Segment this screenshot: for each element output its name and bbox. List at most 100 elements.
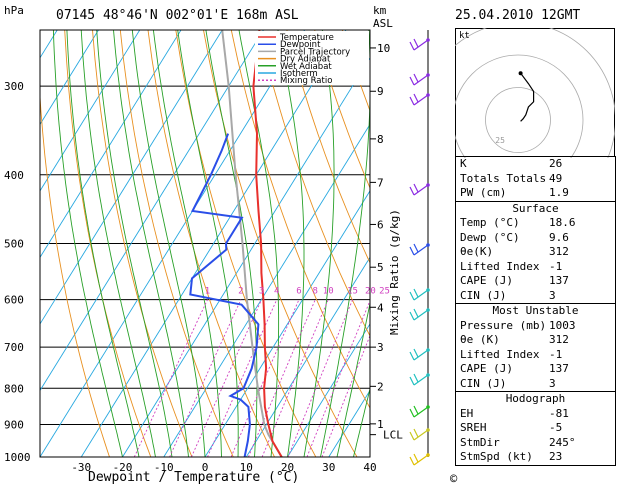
- isotherm-line: [40, 30, 223, 325]
- x-tick-label: -30: [71, 461, 91, 474]
- isotherm-line: [40, 30, 182, 259]
- x-tick-label: -20: [113, 461, 133, 474]
- pressure-tick-label: 400: [4, 169, 24, 182]
- wet-adiabat-line: [177, 30, 239, 457]
- wind-barb-flag: [409, 76, 415, 86]
- pressure-tick-label: 300: [4, 80, 24, 93]
- most-unstable-row-value: 1003: [549, 318, 576, 332]
- wind-barb-flag: [409, 291, 415, 301]
- lcl-label: LCL: [383, 429, 403, 442]
- surface-row: Temp (°C) 18.6: [456, 216, 615, 231]
- legend-entry: Wet Adiabat: [280, 62, 332, 72]
- surface-row: CIN (J) 3: [456, 289, 615, 304]
- wind-barb-shaft: [413, 184, 429, 196]
- x-axis-label: Dewpoint / Temperature (°C): [88, 470, 300, 485]
- x-tick-label: -10: [154, 461, 174, 474]
- most-unstable-row: CAPE (J) 137: [456, 362, 615, 377]
- wet-adiabat-line: [336, 301, 370, 457]
- dewpoint-line: [189, 133, 260, 457]
- mixing-ratio-tick-label: 4: [274, 287, 279, 297]
- profiles: [189, 30, 283, 457]
- legend-entry: Dewpoint: [280, 40, 321, 50]
- surface-row: Lifted Index -1: [456, 260, 615, 275]
- isotherm-line: [411, 30, 450, 457]
- km-tick-label: 6: [377, 218, 384, 231]
- wind-barb-shaft: [413, 429, 429, 441]
- index-row: Totals Totals 49: [456, 172, 615, 187]
- most-unstable-row: θe (K) 312: [456, 333, 615, 348]
- hodograph-ring-label: 25: [495, 136, 505, 145]
- mixing-ratio-line: [261, 299, 329, 457]
- hodograph: kt255075: [455, 28, 615, 158]
- dry-adiabat-line: [203, 30, 358, 457]
- surface-row: CAPE (J) 137: [456, 274, 615, 289]
- mixing-ratio-line: [321, 334, 370, 457]
- km-tick-label: 4: [377, 301, 384, 314]
- index-row-label: Totals Totals: [460, 171, 547, 185]
- hodograph-row-label: StmSpd (kt): [460, 450, 533, 463]
- index-row-label: PW (cm): [460, 186, 507, 199]
- most-unstable-row: Lifted Index -1: [456, 348, 615, 363]
- hodograph-row-value: -5: [549, 421, 563, 434]
- dry-adiabat-line: [119, 30, 234, 457]
- isotherm-line: [163, 123, 370, 457]
- isotherm-line: [80, 30, 347, 457]
- km-tick-label: 2: [377, 380, 384, 393]
- legend-entry: Temperature: [279, 33, 334, 43]
- mixing-ratio-axis-label: Mixing Ratio (g/kg): [388, 209, 401, 335]
- legend-entry: Dry Adiabat: [280, 55, 331, 65]
- most-unstable-row-label: CAPE (J): [460, 362, 513, 375]
- station-line: 07145 48°46'N 002°01'E 168m ASL: [56, 8, 299, 23]
- wind-barb-flag: [409, 311, 415, 321]
- most-unstable-row-value: 3: [549, 376, 556, 390]
- mixing-ratio-line: [169, 299, 242, 457]
- mixing-ratio-tick-label: 25: [379, 287, 390, 297]
- surface-row-value: 137: [549, 274, 569, 287]
- index-row-value: 49: [549, 171, 563, 185]
- mixing-ratio-tick-label: 20: [365, 287, 376, 297]
- dry-adiabat-line: [398, 30, 450, 457]
- hodograph-row-label: StmDir: [460, 435, 500, 449]
- hodograph-row-value: 23: [549, 450, 563, 463]
- wind-barb-flag: [409, 376, 415, 386]
- index-row-value: 26: [549, 157, 563, 170]
- km-tick-label: 7: [377, 176, 384, 189]
- index-row: K 26: [456, 157, 615, 172]
- asl-label: ASL: [373, 17, 393, 30]
- mixing-ratio-tick-label: 15: [347, 287, 358, 297]
- surface-row-label: θe(K): [460, 245, 494, 258]
- km-tick-label: 1: [377, 418, 384, 431]
- hodograph-trace: [520, 72, 535, 122]
- hodograph-ring: [455, 54, 584, 158]
- most-unstable-row-label: θe (K): [460, 333, 500, 346]
- wind-barb-flag: [409, 96, 415, 106]
- wind-barb-shaft: [413, 349, 429, 361]
- wind-barb-flag: [409, 431, 415, 441]
- dry-adiabat-line: [258, 30, 370, 337]
- surface-row-value: -1: [549, 259, 563, 273]
- x-tick-label: 40: [363, 461, 376, 474]
- wind-barb-flag: [413, 453, 419, 463]
- hodograph-panel-title: Hodograph: [456, 391, 615, 407]
- wet-adiabat-line: [353, 386, 370, 457]
- mixing-ratio-line: [207, 299, 278, 457]
- dry-adiabat-line: [314, 30, 370, 190]
- copyright-symbol: ©: [450, 472, 458, 486]
- mixing-ratio-tick-label: 1: [205, 287, 210, 297]
- wind-barb-flag: [409, 351, 415, 361]
- wind-barb-flag: [413, 93, 419, 103]
- hodograph-row: StmSpd (kt) 23: [456, 450, 615, 465]
- most-unstable-row: CIN (J) 3: [456, 377, 615, 392]
- x-tick-label: 20: [281, 461, 294, 474]
- legend-entry: Parcel Trajectory: [280, 47, 350, 57]
- most-unstable-title: Most Unstable: [456, 303, 615, 319]
- isotherm-line: [40, 30, 99, 126]
- wind-barb-shaft: [413, 39, 429, 51]
- mixing-ratio-tick-label: 3: [259, 287, 264, 297]
- most-unstable-row-value: 312: [549, 333, 569, 346]
- wet-adiabat-line: [205, 30, 258, 457]
- x-tick-label: 0: [202, 461, 209, 474]
- wind-barb-flag: [413, 243, 419, 253]
- pressure-tick-label: 500: [4, 238, 24, 251]
- wind-barb-shaft: [413, 94, 429, 106]
